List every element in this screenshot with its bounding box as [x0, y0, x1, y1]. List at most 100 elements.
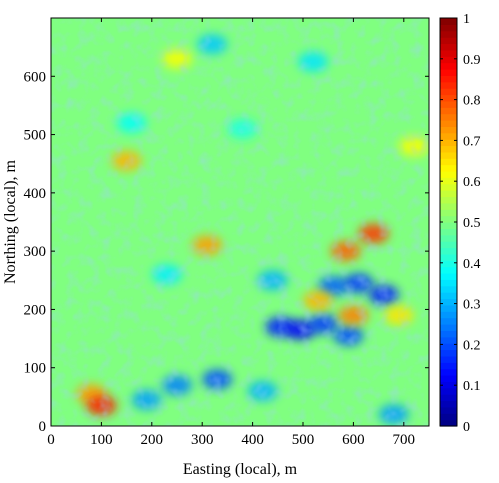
colorbar	[439, 17, 458, 427]
colorbar-swatch	[440, 164, 457, 172]
colorbar-swatch	[440, 400, 457, 408]
colorbar-swatch	[440, 202, 457, 210]
colorbar-swatch	[440, 234, 457, 242]
colorbar-swatch	[440, 215, 457, 223]
colorbar-swatch	[440, 375, 457, 382]
colorbar-swatch	[440, 43, 457, 51]
heatmap-texture	[51, 18, 429, 426]
colorbar-swatch	[440, 139, 457, 147]
colorbar-swatch	[440, 362, 457, 370]
colorbar-swatch	[440, 406, 457, 414]
colorbar-swatch	[440, 330, 457, 338]
colorbar-swatch	[440, 49, 457, 57]
colorbar-swatch	[440, 394, 457, 402]
colorbar-swatch	[440, 285, 457, 293]
colorbar-swatch	[440, 247, 457, 255]
colorbar-swatch	[440, 241, 457, 249]
colorbar-swatch	[440, 228, 457, 236]
colorbar-swatch	[440, 273, 457, 280]
colorbar-swatch	[440, 94, 457, 102]
colorbar-tick-label: 0	[463, 420, 470, 435]
y-axis: 0 100 200 300 400 500 600	[24, 69, 429, 435]
y-tick-label: 200	[24, 302, 47, 318]
colorbar-swatch	[440, 24, 457, 32]
x-tick-label: 0	[47, 432, 55, 448]
colorbar-swatch	[440, 311, 457, 319]
colorbar-swatch	[440, 171, 457, 178]
colorbar-swatch	[440, 120, 457, 127]
colorbar-swatch	[440, 222, 457, 229]
colorbar-swatch	[440, 381, 457, 389]
colorbar-swatch	[440, 177, 457, 185]
colorbar-swatch	[440, 260, 457, 268]
colorbar-swatch	[440, 107, 457, 115]
y-tick-label: 100	[24, 361, 47, 377]
colorbar-ticks: 0 0.1 0.2 0.3 0.4 0.5 0.6 0.7 0.8 0.9 1	[440, 12, 481, 435]
colorbar-swatch	[440, 304, 457, 312]
colorbar-tick-label: 0.1	[463, 379, 481, 394]
colorbar-swatch	[440, 419, 457, 427]
colorbar-tick-label: 0.4	[463, 257, 481, 272]
colorbar-tick-label: 0.3	[463, 298, 481, 313]
colorbar-swatch	[440, 113, 457, 121]
colorbar-swatch	[440, 18, 457, 25]
colorbar-swatch	[440, 190, 457, 198]
colorbar-swatch	[440, 292, 457, 300]
colorbar-swatch	[440, 355, 457, 363]
colorbar-swatch	[440, 368, 457, 376]
x-tick-label: 400	[241, 432, 264, 448]
colorbar-swatch	[440, 349, 457, 357]
colorbar-swatch	[440, 183, 457, 191]
plot-area	[51, 18, 429, 426]
colorbar-tick-label: 0.7	[463, 134, 481, 149]
x-tick-label: 600	[342, 432, 365, 448]
colorbar-swatch	[440, 279, 457, 287]
colorbar-swatch	[440, 132, 457, 140]
colorbar-swatch	[440, 100, 457, 108]
colorbar-swatch	[440, 81, 457, 89]
colorbar-swatch	[440, 387, 457, 395]
x-tick-label: 700	[393, 432, 416, 448]
x-axis: 0 100 200 300 400 500 600 700	[47, 18, 415, 448]
y-tick-label: 500	[24, 128, 47, 144]
colorbar-swatch	[440, 253, 457, 261]
colorbar-swatch	[440, 298, 457, 306]
colorbar-swatch	[440, 158, 457, 166]
colorbar-swatch	[440, 69, 457, 76]
colorbar-tick-label: 0.9	[463, 53, 481, 68]
colorbar-swatch	[440, 145, 457, 153]
colorbar-tick-label: 0.8	[463, 94, 481, 109]
y-tick-label: 400	[24, 186, 47, 202]
colorbar-tick-label: 1	[463, 12, 470, 27]
colorbar-swatch	[440, 317, 457, 325]
colorbar-swatch	[440, 336, 457, 344]
x-tick-label: 200	[141, 432, 164, 448]
y-tick-label: 300	[24, 244, 47, 260]
x-tick-label: 500	[292, 432, 315, 448]
colorbar-swatch	[440, 62, 457, 70]
colorbar-swatch	[440, 88, 457, 96]
colorbar-swatch	[440, 151, 457, 159]
colorbar-swatch	[440, 324, 457, 331]
x-tick-label: 300	[191, 432, 214, 448]
colorbar-swatch	[440, 266, 457, 274]
colorbar-swatch	[440, 56, 457, 64]
colorbar-swatch	[440, 30, 457, 38]
colorbar-swatch	[440, 37, 457, 45]
plot-frame	[50, 17, 430, 427]
x-axis-label: Easting (local), m	[183, 461, 298, 478]
colorbar-swatch	[440, 343, 457, 351]
colorbar-tick-label: 0.2	[463, 338, 481, 353]
colorbar-swatch	[440, 413, 457, 421]
colorbar-tick-label: 0.6	[463, 175, 481, 190]
y-tick-label: 0	[39, 419, 47, 435]
colorbar-swatch	[440, 209, 457, 217]
colorbar-swatch	[440, 196, 457, 204]
colorbar-swatch	[440, 75, 457, 83]
colorbar-tick-label: 0.5	[463, 216, 481, 231]
y-axis-label: Northing (local), m	[2, 159, 19, 284]
colorbar-swatch	[440, 126, 457, 134]
y-tick-label: 600	[24, 69, 47, 85]
x-tick-label: 100	[90, 432, 113, 448]
